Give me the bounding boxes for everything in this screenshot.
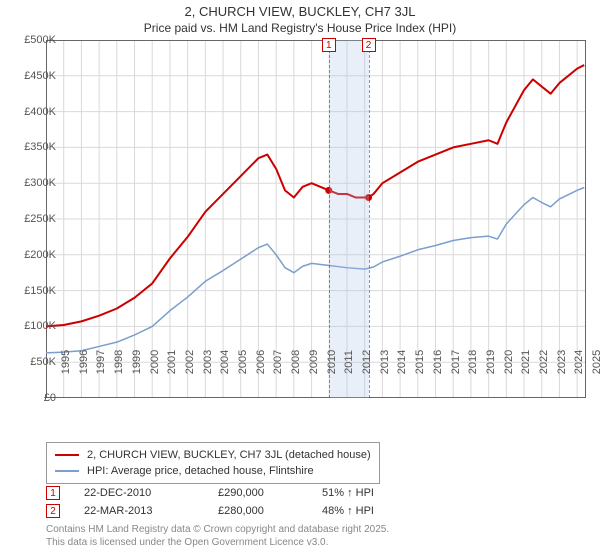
y-tick-label: £0	[12, 392, 56, 404]
sale-price: £280,000	[218, 505, 298, 517]
sale-hpi: 51% ↑ HPI	[322, 487, 422, 499]
highlight-band	[329, 40, 369, 398]
chart-container: 2, CHURCH VIEW, BUCKLEY, CH7 3JL Price p…	[0, 0, 600, 560]
sale-hpi: 48% ↑ HPI	[322, 505, 422, 517]
y-tick-label: £200K	[12, 249, 56, 261]
sale-date: 22-DEC-2010	[84, 487, 194, 499]
credits: Contains HM Land Registry data © Crown c…	[46, 524, 586, 549]
sale-marker-box: 1	[322, 38, 336, 52]
legend-swatch	[55, 454, 79, 456]
y-tick-label: £350K	[12, 141, 56, 153]
y-tick-label: £100K	[12, 320, 56, 332]
chart-subtitle: Price paid vs. HM Land Registry's House …	[0, 21, 600, 35]
sale-price: £290,000	[218, 487, 298, 499]
plot-area: 12	[46, 40, 586, 398]
legend-row: HPI: Average price, detached house, Flin…	[55, 463, 371, 479]
y-tick-label: £450K	[12, 70, 56, 82]
sale-marker: 2	[46, 504, 60, 518]
y-tick-label: £500K	[12, 34, 56, 46]
y-tick-label: £250K	[12, 213, 56, 225]
legend-swatch	[55, 470, 79, 472]
chart-svg	[46, 40, 586, 398]
credits-line: Contains HM Land Registry data © Crown c…	[46, 524, 586, 537]
sale-marker-box: 2	[362, 38, 376, 52]
sale-marker: 1	[46, 486, 60, 500]
legend-row: 2, CHURCH VIEW, BUCKLEY, CH7 3JL (detach…	[55, 447, 371, 463]
sales-table: 1 22-DEC-2010 £290,000 51% ↑ HPI 2 22-MA…	[46, 484, 586, 520]
sale-row: 1 22-DEC-2010 £290,000 51% ↑ HPI	[46, 484, 586, 502]
y-tick-label: £300K	[12, 177, 56, 189]
sale-marker-line	[369, 40, 370, 398]
sale-row: 2 22-MAR-2013 £280,000 48% ↑ HPI	[46, 502, 586, 520]
legend-label: HPI: Average price, detached house, Flin…	[87, 465, 314, 477]
y-tick-label: £400K	[12, 106, 56, 118]
y-tick-label: £150K	[12, 285, 56, 297]
sale-date: 22-MAR-2013	[84, 505, 194, 517]
credits-line: This data is licensed under the Open Gov…	[46, 537, 586, 550]
legend: 2, CHURCH VIEW, BUCKLEY, CH7 3JL (detach…	[46, 442, 380, 484]
sale-marker-line	[329, 40, 330, 398]
legend-label: 2, CHURCH VIEW, BUCKLEY, CH7 3JL (detach…	[87, 449, 371, 461]
chart-title: 2, CHURCH VIEW, BUCKLEY, CH7 3JL	[0, 4, 600, 19]
x-tick-label: 2025	[577, 350, 600, 374]
